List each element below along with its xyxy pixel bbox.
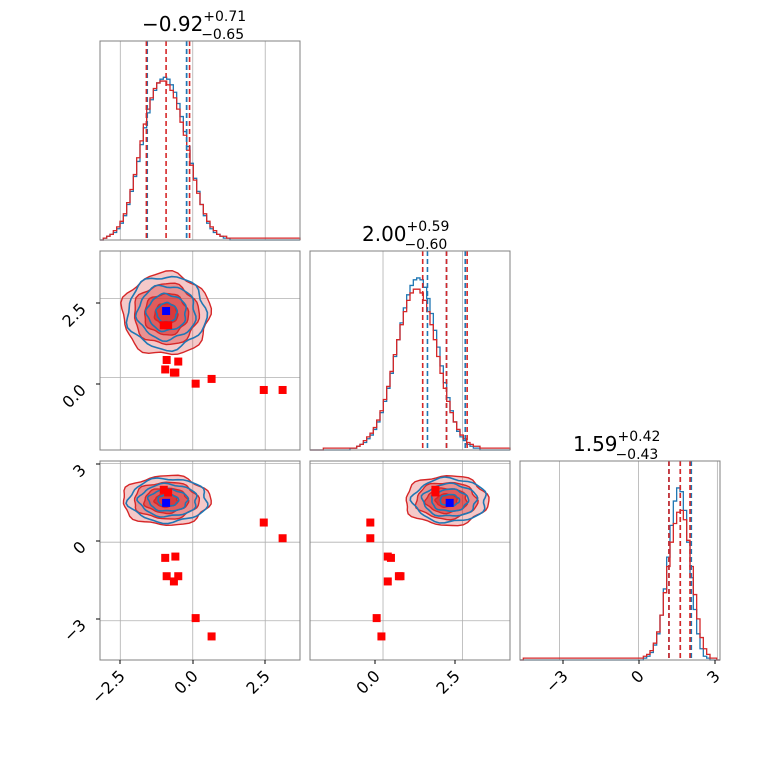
- contour-series-a-p0-p1-1: [134, 284, 197, 343]
- y1-tick-label-1: 0.0: [58, 380, 89, 411]
- panel-2d-0-2: [100, 461, 300, 660]
- x2-tick-label-1: 0: [627, 666, 648, 687]
- title-1-sup: +0.59: [407, 219, 450, 235]
- scatter-point-p1-p2-6: [372, 614, 381, 623]
- scatter-point-p1-p2-3: [383, 552, 392, 561]
- scatter-point-p0-p1-8: [169, 368, 178, 377]
- scatter-point-p0-p2-10: [278, 534, 287, 543]
- panel-2d-1-2: [310, 461, 510, 660]
- contour-series-a-p0-p2-1: [136, 482, 198, 518]
- scatter-point-p0-p1-5: [162, 355, 171, 364]
- grid-layer: [100, 41, 718, 660]
- y2-tick-label-0: 3: [69, 460, 90, 481]
- panel-2d-0-1: [100, 251, 300, 450]
- scatter-point-p0-p1-6: [191, 379, 200, 388]
- scatter-point-p0-p2-9: [259, 518, 268, 527]
- x0-tick-label-2: 2.5: [242, 666, 273, 697]
- title-2-main: 1.59: [573, 432, 618, 456]
- scatter-point-p1-p2-8: [383, 577, 392, 586]
- truth-marker-p0-p2: [162, 498, 171, 507]
- x0-tick-label-1: 0.0: [170, 666, 201, 697]
- scatter-point-p0-p1-7: [207, 374, 216, 383]
- contour-series-a-p0-p1-2: [144, 292, 188, 333]
- scatter-point-p0-p1-10: [278, 385, 287, 394]
- contour-series-a-p1-p2-2: [430, 488, 470, 513]
- title-0-sup: +0.71: [203, 9, 246, 25]
- scatter-point-p0-p1-9: [259, 385, 268, 394]
- scatter-point-p0-p2-6: [191, 614, 200, 623]
- border-hist-2: [519, 460, 721, 661]
- scatter-point-p0-p1-1: [164, 321, 173, 330]
- title-param-1: 2.00+0.59 −0.60: [362, 219, 449, 253]
- border-hist-1: [309, 250, 511, 451]
- panel-hist-1: [310, 251, 510, 450]
- contour-series-a-p0-p2-0: [125, 477, 209, 525]
- scatter-point-p0-p1-2: [161, 365, 170, 374]
- scatter-point-p1-p2-9: [366, 518, 375, 527]
- title-2-sup: +0.42: [618, 429, 661, 445]
- scatter-point-p1-p2-10: [366, 534, 375, 543]
- contour-series-a-p0-p2-2: [146, 487, 190, 512]
- title-1-sub: −0.60: [404, 237, 447, 253]
- x2-tick-label-0: −3: [542, 666, 572, 696]
- contour-series-a-p0-p1-3: [155, 301, 179, 323]
- scatter-point-p0-p2-2: [161, 553, 170, 562]
- scatter-point-p1-p2-5: [396, 572, 405, 581]
- border-2d-0-2: [99, 460, 301, 661]
- scatter-point-p0-p2-8: [169, 577, 178, 586]
- histogram-series-b-p0: [100, 80, 301, 241]
- title-param-2: 1.59+0.42 −0.43: [573, 429, 660, 463]
- scatter-point-p1-p2-7: [377, 632, 386, 641]
- scatter-point-p0-p2-0: [159, 485, 168, 494]
- title-2-sub: −0.43: [615, 447, 658, 463]
- x1-tick-label-0: 0.0: [352, 666, 383, 697]
- panel-hist-0: [100, 41, 300, 240]
- panel-borders: [99, 40, 721, 661]
- histogram-series-b-p2: [520, 509, 720, 661]
- tick-marks: [96, 302, 716, 664]
- histogram-series-b-p1: [310, 288, 511, 451]
- y1-tick-label-0: 2.5: [58, 299, 89, 330]
- contour-series-a-p0-p1-0: [125, 275, 209, 353]
- x1-tick-label-1: 2.5: [432, 666, 463, 697]
- border-hist-0: [99, 40, 301, 241]
- title-0-main: −0.92: [142, 12, 203, 36]
- x2-tick-label-2: 3: [703, 666, 724, 687]
- title-0-sub: −0.65: [201, 27, 244, 43]
- contour-series-a-p0-p2-3: [157, 493, 180, 507]
- title-1-main: 2.00: [362, 222, 407, 246]
- panel-hist-2: [520, 461, 720, 660]
- scatter-point-p0-p2-5: [162, 572, 171, 581]
- scatter-point-p0-p2-7: [207, 632, 216, 641]
- scatter-point-p0-p2-1: [164, 488, 173, 497]
- contour-series-a-p1-p2-3: [439, 493, 461, 507]
- y2-tick-label-2: −3: [60, 615, 90, 645]
- truth-marker-p1-p2: [445, 498, 454, 507]
- scatter-point-p1-p2-1: [431, 488, 440, 497]
- contour-series-a-p1-p2-0: [409, 476, 488, 524]
- truth-marker-p0-p1: [162, 307, 171, 316]
- border-2d-1-2: [309, 460, 511, 661]
- scatter-point-p0-p1-4: [174, 357, 183, 366]
- y2-tick-label-1: 0: [69, 537, 90, 558]
- border-2d-0-1: [99, 250, 301, 451]
- data-layer: [100, 41, 720, 661]
- x0-tick-label-0: −2.5: [88, 666, 129, 707]
- scatter-point-p0-p2-3: [171, 552, 180, 561]
- scatter-point-p0-p2-4: [174, 572, 183, 581]
- scatter-point-p0-p1-0: [159, 321, 168, 330]
- title-param-0: −0.92+0.71 −0.65: [142, 9, 246, 43]
- contour-series-a-p1-p2-1: [420, 482, 479, 517]
